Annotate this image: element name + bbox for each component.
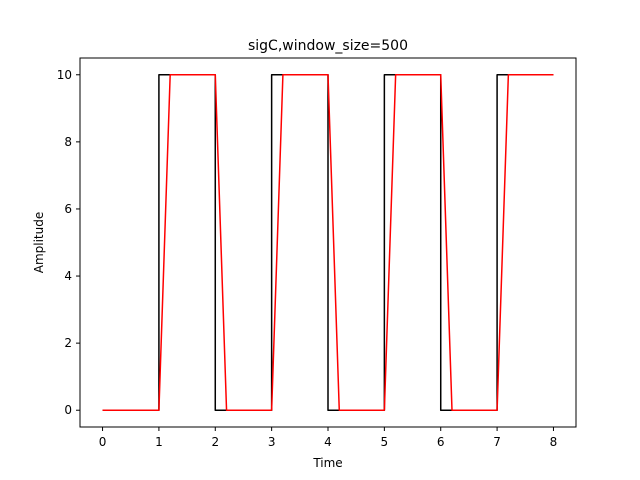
x-tick-label: 3 [268,435,276,449]
y-tick-label: 4 [64,269,72,283]
x-tick-label: 5 [381,435,389,449]
x-tick-label: 7 [493,435,501,449]
x-tick-label: 2 [211,435,219,449]
y-tick-label: 2 [64,336,72,350]
x-tick-label: 8 [550,435,558,449]
y-tick-label: 10 [57,68,72,82]
y-tick-label: 6 [64,202,72,216]
y-axis: 0 2 4 6 8 10 [57,68,80,417]
plot-area [102,74,554,411]
x-tick-label: 4 [324,435,332,449]
x-tick-label: 0 [99,435,107,449]
y-tick-label: 8 [64,135,72,149]
y-axis-label: Amplitude [32,212,46,274]
x-axis-label: Time [312,456,342,470]
y-tick-label: 0 [64,403,72,417]
chart-title: sigC,window_size=500 [248,38,408,54]
series-line-2 [102,74,554,411]
x-axis: 0 1 2 3 4 5 6 7 8 [99,427,558,449]
x-tick-label: 6 [437,435,445,449]
x-tick-label: 1 [155,435,163,449]
